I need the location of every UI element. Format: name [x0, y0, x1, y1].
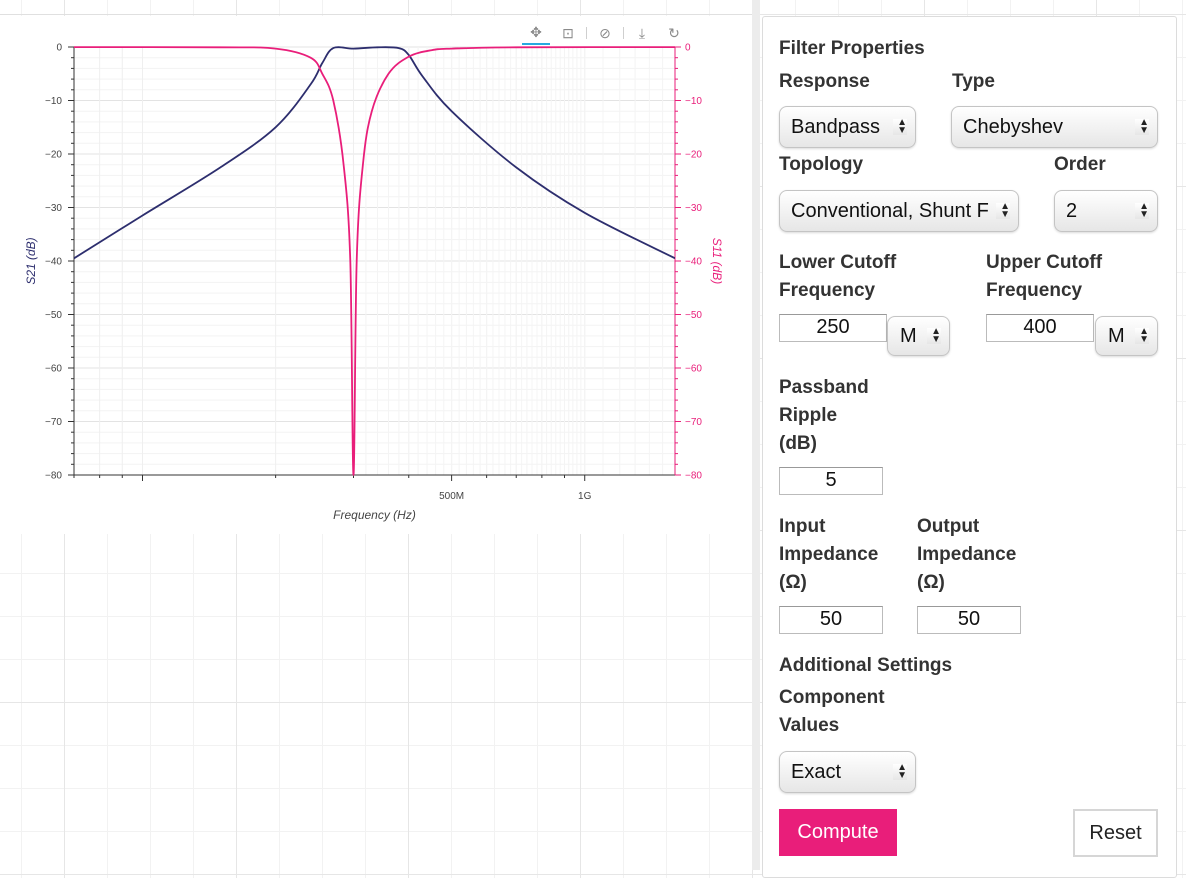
series-line-s21 — [74, 46, 675, 260]
upper-cutoff-unit-select[interactable]: M ▲ ▼ — [1095, 316, 1158, 356]
panel-title: Filter Properties — [779, 38, 925, 59]
upper-cutoff-label-line1: Upper Cutoff — [986, 252, 1103, 273]
box-zoom-icon[interactable]: ⊡ — [562, 24, 574, 41]
select-arrows-icon: ▲ ▼ — [893, 763, 907, 781]
y-tick-label-left: −70 — [45, 417, 62, 428]
x-tick-label: 500M — [439, 491, 464, 502]
type-label: Type — [952, 71, 995, 92]
ripple-label-line1: Passband — [779, 377, 869, 398]
component-values-label-line1: Component — [779, 687, 885, 708]
topology-label: Topology — [779, 154, 864, 175]
compute-button[interactable]: Compute — [779, 809, 897, 856]
input-impedance-label-line1: Input — [779, 516, 826, 537]
plot-area — [0, 16, 752, 534]
lower-cutoff-unit-select[interactable]: M ▲ ▼ — [887, 316, 950, 356]
y-tick-label-right: −20 — [685, 150, 702, 161]
input-impedance-label-line2: Impedance — [779, 544, 879, 565]
y-axis-label-right: S11 (dB) — [710, 238, 724, 284]
input-impedance-input[interactable]: 50 — [779, 606, 883, 634]
y-tick-label-left: −80 — [45, 471, 62, 482]
lower-cutoff-unit-value: M — [900, 324, 917, 347]
select-arrows-icon: ▲ ▼ — [893, 118, 907, 136]
y-tick-label-left: −10 — [45, 96, 62, 107]
order-select-value: 2 — [1066, 199, 1078, 222]
type-select-value: Chebyshev — [963, 115, 1064, 138]
toolbar-separator — [623, 27, 624, 39]
select-arrows-icon: ▲ ▼ — [1135, 202, 1149, 220]
input-impedance-label-line3: (Ω) — [779, 572, 807, 593]
output-impedance-input[interactable]: 50 — [917, 606, 1021, 634]
y-tick-label-left: −60 — [45, 364, 62, 375]
y-tick-label-right: −40 — [685, 257, 702, 268]
output-impedance-label-line2: Impedance — [917, 544, 1017, 565]
y-tick-label-right: −70 — [685, 417, 702, 428]
y-tick-label-right: −80 — [685, 471, 702, 482]
select-arrows-icon: ▲ ▼ — [996, 202, 1010, 220]
upper-cutoff-input[interactable]: 400 — [986, 314, 1094, 342]
reset-button[interactable]: Reset — [1073, 809, 1158, 857]
upper-cutoff-unit-value: M — [1108, 324, 1125, 347]
passband-ripple-input[interactable]: 5 — [779, 467, 883, 495]
series-line-s11 — [74, 46, 675, 476]
select-arrows-icon: ▲ ▼ — [927, 327, 941, 345]
output-impedance-label-line1: Output — [917, 516, 980, 537]
frequency-response-chart[interactable]: 0 0 −10 −10 −20 −20 −30 −30 −40 −40 −50 −50 −60 −60 −7… — [0, 16, 752, 534]
y-tick-label-left: −40 — [45, 257, 62, 268]
toolbar-separator — [586, 27, 587, 39]
lower-cutoff-label-line2: Frequency — [779, 280, 876, 301]
reset-icon[interactable]: ↻ — [668, 24, 680, 41]
upper-cutoff-label-line2: Frequency — [986, 280, 1083, 301]
y-tick-label-right: −10 — [685, 96, 702, 107]
type-select[interactable]: Chebyshev ▲ ▼ — [951, 106, 1158, 148]
lower-cutoff-label-line1: Lower Cutoff — [779, 252, 897, 273]
lower-cutoff-input[interactable]: 250 — [779, 314, 887, 342]
pan-icon[interactable]: ✥ — [522, 21, 550, 45]
y-axis-label-left: S21 (dB) — [24, 237, 38, 284]
output-impedance-label-line3: (Ω) — [917, 572, 945, 593]
ripple-label-line2: Ripple — [779, 405, 838, 426]
save-icon[interactable]: ⤓ — [638, 24, 646, 41]
y-tick-label-left: 0 — [56, 43, 62, 54]
response-select[interactable]: Bandpass ▲ ▼ — [779, 106, 916, 148]
plot-toolbar: ✥ ⊡ ⊘ ⤓ ↻ — [522, 20, 688, 46]
topology-select-value: Conventional, Shunt F — [791, 199, 989, 222]
filter-properties-panel: Filter Properties Response Type Bandpass… — [762, 16, 1177, 878]
x-axis-label: Frequency (Hz) — [333, 508, 416, 522]
order-select[interactable]: 2 ▲ ▼ — [1054, 190, 1158, 232]
y-tick-label-right: 0 — [685, 43, 691, 54]
top-grid-line — [0, 14, 752, 15]
response-select-value: Bandpass — [791, 115, 880, 138]
select-arrows-icon: ▲ ▼ — [1135, 118, 1149, 136]
order-label: Order — [1054, 154, 1106, 175]
response-label: Response — [779, 71, 870, 92]
select-arrows-icon: ▲ ▼ — [1135, 327, 1149, 345]
ripple-label-line3: (dB) — [779, 433, 817, 454]
y-tick-label-left: −20 — [45, 150, 62, 161]
wheel-zoom-icon[interactable]: ⊘ — [599, 24, 611, 41]
component-values-select[interactable]: Exact ▲ ▼ — [779, 751, 916, 793]
component-values-select-value: Exact — [791, 760, 842, 783]
panel-divider[interactable] — [752, 0, 760, 870]
x-tick-label: 1G — [578, 491, 592, 502]
y-tick-label-right: −30 — [685, 203, 702, 214]
y-tick-label-right: −60 — [685, 364, 702, 375]
y-tick-label-left: −50 — [45, 310, 62, 321]
y-tick-label-right: −50 — [685, 310, 702, 321]
component-values-label-line2: Values — [779, 715, 840, 736]
y-tick-label-left: −30 — [45, 203, 62, 214]
topology-select[interactable]: Conventional, Shunt F ▲ ▼ — [779, 190, 1019, 232]
additional-settings-label: Additional Settings — [779, 655, 953, 676]
